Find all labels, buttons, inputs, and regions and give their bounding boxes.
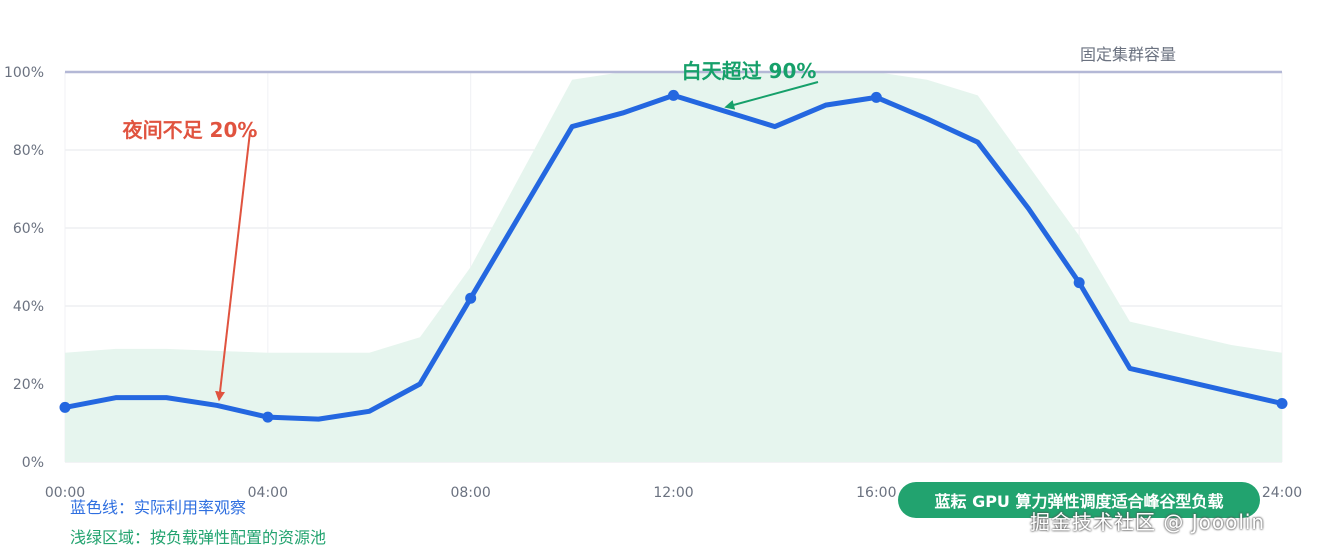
x-tick-label: 12:00: [653, 485, 693, 501]
x-tick-label: 04:00: [248, 485, 288, 501]
day-annotation-label: 白天超过 90%: [682, 59, 817, 83]
x-tick-label: 16:00: [856, 485, 896, 501]
y-tick-label: 100%: [4, 65, 44, 81]
utilization-point: [1073, 277, 1085, 289]
utilization-point: [262, 411, 274, 423]
night-annotation-arrow: [215, 131, 251, 402]
y-tick-label: 80%: [13, 143, 44, 159]
x-tick-label: 24:00: [1262, 485, 1302, 501]
day-annotation-arrow: [724, 81, 819, 110]
y-tick-label: 60%: [13, 221, 44, 237]
x-tick-label: 08:00: [450, 485, 490, 501]
utilization-point: [465, 292, 477, 304]
legend-green-area: 浅绿区域：按负载弹性配置的资源池: [70, 528, 327, 547]
x-tick-label: 00:00: [45, 485, 85, 501]
utilization-point: [870, 91, 882, 103]
site-watermark: 掘金技术社区 @ Jooolin: [1030, 510, 1266, 534]
fixed-capacity-label: 固定集群容量: [1080, 45, 1176, 64]
legend-blue-line: 蓝色线：实际利用率观察: [70, 498, 247, 517]
utilization-point: [59, 401, 71, 413]
conclusion-badge: 蓝耘 GPU 算力弹性调度适合峰谷型负载: [898, 482, 1260, 518]
y-tick-label: 0%: [22, 455, 44, 471]
utilization-point: [668, 89, 679, 101]
y-tick-label: 20%: [13, 377, 44, 393]
utilization-point: [1276, 398, 1288, 409]
elastic-pool-area: [65, 72, 1282, 462]
y-tick-label: 40%: [13, 299, 44, 315]
night-annotation-label: 夜间不足 20%: [122, 118, 258, 142]
